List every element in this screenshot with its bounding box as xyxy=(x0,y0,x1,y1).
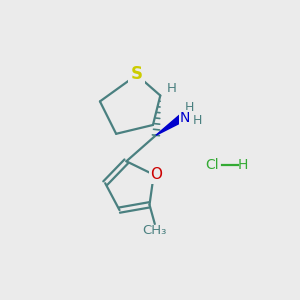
Text: O: O xyxy=(150,167,162,182)
Text: H: H xyxy=(193,114,202,127)
Text: H: H xyxy=(185,101,194,114)
Text: Cl: Cl xyxy=(206,158,219,172)
Text: N: N xyxy=(180,111,190,124)
Text: H: H xyxy=(238,158,248,172)
Text: H: H xyxy=(167,82,176,95)
Text: S: S xyxy=(131,65,143,83)
Polygon shape xyxy=(156,114,184,135)
Text: CH₃: CH₃ xyxy=(142,224,167,237)
